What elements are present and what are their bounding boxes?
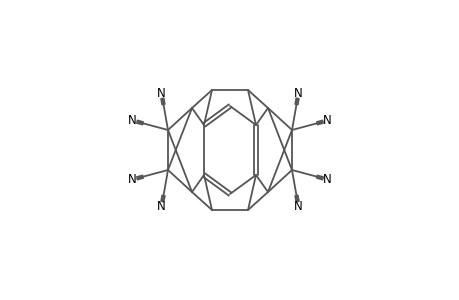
Text: N: N (323, 173, 331, 186)
Text: N: N (157, 200, 166, 213)
Text: N: N (128, 173, 136, 186)
Text: N: N (293, 200, 302, 213)
Text: N: N (293, 87, 302, 100)
Text: N: N (128, 114, 136, 127)
Text: N: N (157, 87, 166, 100)
Text: N: N (323, 114, 331, 127)
